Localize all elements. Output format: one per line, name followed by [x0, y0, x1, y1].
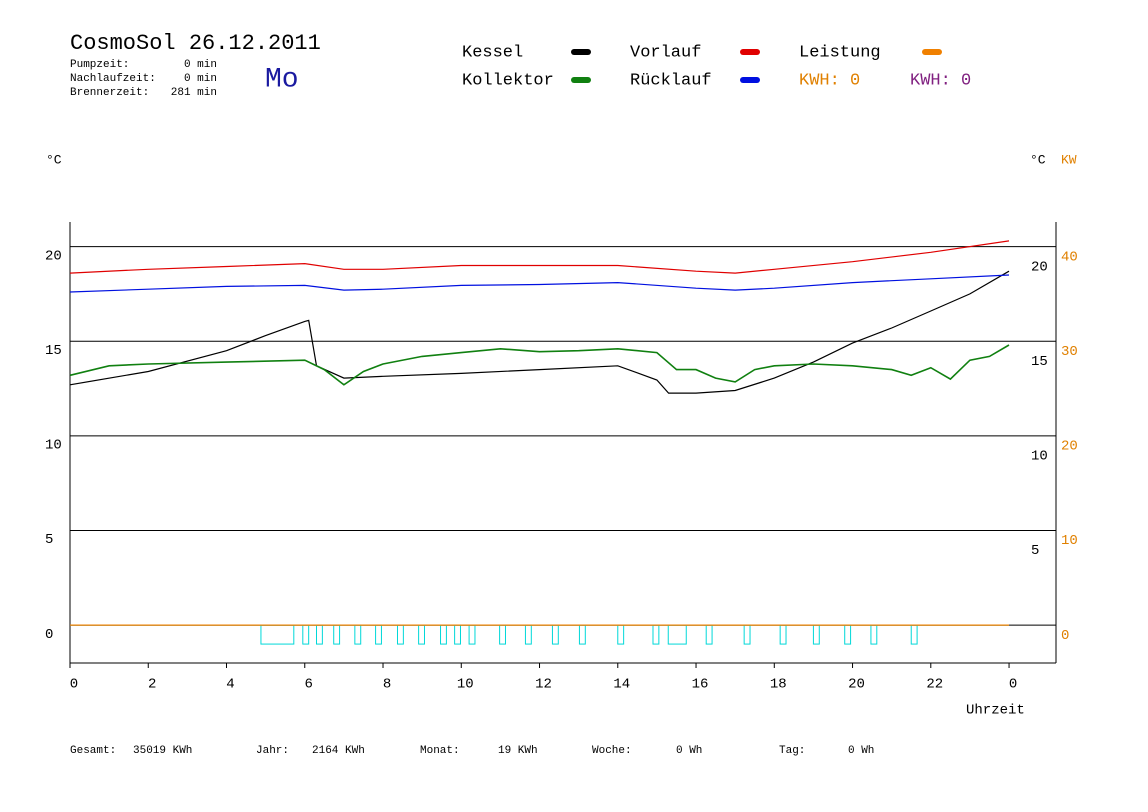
- x-tick-label: 10: [457, 677, 474, 693]
- legend-label: Kollektor: [462, 71, 554, 90]
- legend-label: Kessel: [462, 43, 523, 62]
- pump-pulse: [779, 624, 787, 645]
- weekday: Mo: [265, 64, 299, 95]
- y-tick-label: 20: [45, 248, 62, 264]
- x-tick-label: 8: [383, 677, 391, 693]
- series-line: [69, 274, 1010, 293]
- stat-value: 19 KWh: [498, 745, 538, 757]
- x-tick-label: 18: [770, 677, 787, 693]
- energy-label: KWH: 0: [910, 71, 971, 90]
- pump-pulse: [812, 624, 820, 645]
- y2-tick-label: 30: [1061, 344, 1078, 360]
- pump-pulse: [910, 624, 918, 645]
- y-tick-label: 15: [45, 343, 62, 359]
- pump-pulse: [844, 624, 852, 645]
- series-line: [69, 344, 1010, 386]
- x-label: Uhrzeit: [966, 703, 1025, 719]
- y-tick-label-right: 10: [1031, 449, 1048, 465]
- stat-label: Woche:: [592, 745, 632, 757]
- stat-value: 35019 KWh: [133, 745, 192, 757]
- pump-pulse: [667, 624, 687, 645]
- pump-pulse: [333, 624, 341, 645]
- pump-pulse: [354, 624, 362, 645]
- stat-label: Monat:: [420, 745, 460, 757]
- x-tick-label: 14: [613, 677, 630, 693]
- y2-tick-label: 40: [1061, 249, 1078, 265]
- stat-value: 0 Wh: [676, 745, 702, 757]
- series-line: [69, 240, 1010, 274]
- y2-tick-label: 0: [1061, 628, 1069, 644]
- legend-swatch: [922, 49, 942, 55]
- legend-swatch: [571, 77, 591, 83]
- pump-pulse: [652, 624, 660, 645]
- time-label: Brennerzeit:: [70, 87, 149, 99]
- pump-pulse: [375, 624, 382, 645]
- y2-unit: KW: [1061, 152, 1077, 167]
- pump-pulse: [578, 624, 586, 645]
- x-tick-label: 16: [692, 677, 709, 693]
- x-tick-label: 12: [535, 677, 552, 693]
- y-tick-label-right: 20: [1031, 259, 1048, 275]
- energy-label: KWH: 0: [799, 71, 860, 90]
- time-value: 281 min: [171, 87, 217, 99]
- pump-pulse: [499, 624, 506, 645]
- pump-pulse: [454, 624, 461, 645]
- x-tick-label: 6: [305, 677, 313, 693]
- time-value: 0 min: [184, 73, 217, 85]
- pump-pulse: [418, 624, 425, 645]
- y-tick-label-right: 15: [1031, 354, 1048, 370]
- y2-tick-label: 20: [1061, 439, 1078, 455]
- title: CosmoSol 26.12.2011: [70, 31, 321, 56]
- legend-label: Leistung: [799, 43, 881, 62]
- pump-pulse: [705, 624, 713, 645]
- x-tick-label: 4: [226, 677, 234, 693]
- x-tick-label: 0: [1009, 677, 1017, 693]
- stat-value: 2164 KWh: [312, 745, 365, 757]
- legend-label: Vorlauf: [630, 43, 701, 62]
- y2-tick-label: 10: [1061, 533, 1078, 549]
- y2-unit-left: °C: [1030, 152, 1046, 167]
- x-tick-label: 2: [148, 677, 156, 693]
- pump-pulse: [743, 624, 751, 645]
- y-tick-label: 10: [45, 438, 62, 454]
- pump-pulse: [551, 624, 559, 645]
- time-label: Pumpzeit:: [70, 59, 129, 71]
- stat-value: 0 Wh: [848, 745, 874, 757]
- legend-label: Rücklauf: [630, 71, 712, 90]
- pump-pulse: [870, 624, 878, 645]
- pump-pulse: [524, 624, 532, 645]
- pump-pulse: [302, 624, 310, 645]
- time-value: 0 min: [184, 59, 217, 71]
- stat-label: Jahr:: [256, 745, 289, 757]
- y-tick-label: 0: [45, 627, 53, 643]
- stat-label: Tag:: [779, 745, 805, 757]
- y-tick-label-right: 5: [1031, 543, 1039, 559]
- x-tick-label: 0: [70, 677, 78, 693]
- time-label: Nachlaufzeit:: [70, 73, 156, 85]
- legend-swatch: [740, 49, 760, 55]
- x-tick-label: 22: [926, 677, 943, 693]
- pump-pulse: [440, 624, 447, 645]
- y-tick-label: 5: [45, 532, 53, 548]
- pump-pulse: [468, 624, 476, 645]
- legend-swatch: [740, 77, 760, 83]
- pump-pulse: [316, 624, 323, 645]
- x-tick-label: 20: [848, 677, 865, 693]
- stat-label: Gesamt:: [70, 745, 116, 757]
- y-unit: °C: [46, 152, 62, 167]
- series-line: [69, 270, 1010, 394]
- pump-pulse: [617, 624, 625, 645]
- pump-pulse: [396, 624, 404, 645]
- pump-pulse: [260, 624, 295, 645]
- legend-swatch: [571, 49, 591, 55]
